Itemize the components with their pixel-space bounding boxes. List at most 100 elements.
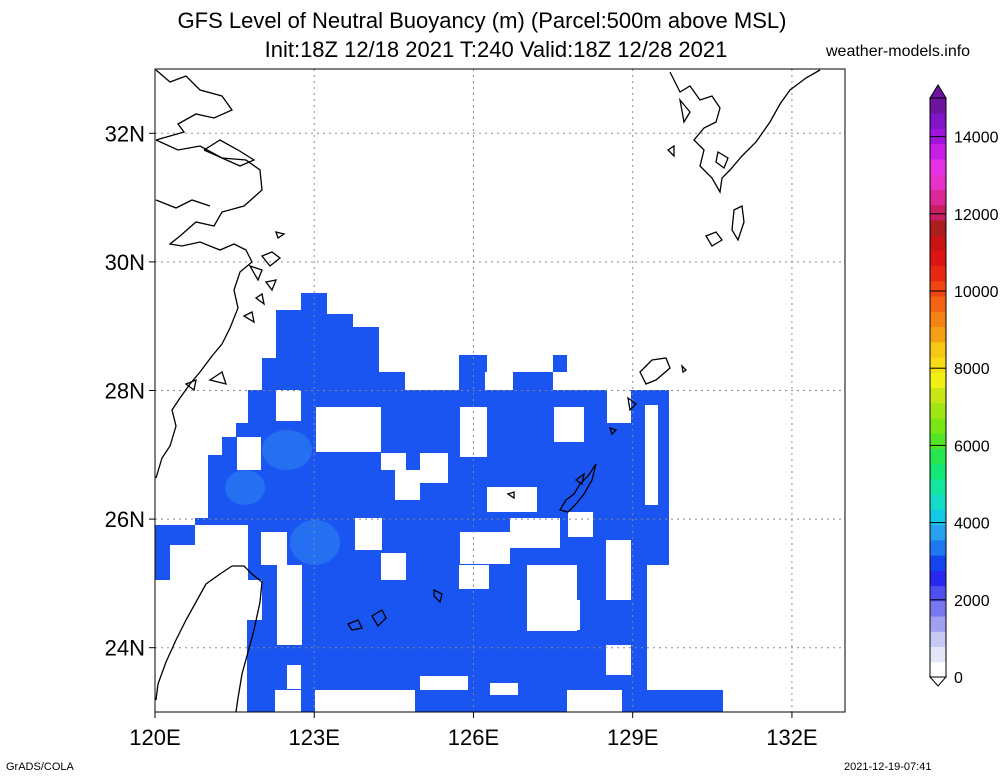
shade-gap-27 — [459, 565, 489, 589]
lat-label-30N: 30N — [105, 250, 145, 275]
shade-gap-13 — [460, 532, 510, 564]
lon-label-126E: 126E — [448, 725, 499, 750]
coast-china — [155, 69, 263, 479]
title-line-2: Init:18Z 12/18 2021 T:240 Valid:18Z 12/2… — [264, 37, 728, 62]
colorbar-segment-23 — [930, 311, 946, 328]
axis-ticks: 120E 123E 126E 129E 132E 24N 26N 28N 30N 32N — [105, 121, 818, 750]
shade-gap-4 — [395, 470, 420, 500]
colorbar-label-12000: 12000 — [954, 207, 999, 224]
shade-gap-8 — [287, 665, 301, 689]
shade-gap-14 — [510, 518, 560, 548]
colorbar-segment-37 — [930, 98, 946, 114]
colorbar-label-0: 0 — [954, 670, 963, 687]
lat-label-32N: 32N — [105, 121, 145, 146]
shade-gap-7 — [277, 565, 302, 645]
coast-amami — [608, 357, 671, 436]
coast-small-islands — [506, 364, 688, 500]
shade-gap-12 — [487, 487, 537, 512]
colorbar-segment-6 — [930, 570, 946, 587]
colorbar-segment-25 — [930, 280, 946, 297]
shade-region-2 — [553, 355, 567, 372]
colorbar-top-arrow — [929, 84, 947, 99]
shade-gap-22 — [645, 405, 658, 505]
shade-gap-24 — [420, 676, 468, 690]
colorbar-segment-27 — [930, 250, 946, 267]
colorbar-segment-31 — [930, 189, 946, 206]
colorbar-segment-19 — [930, 372, 946, 388]
colorbar-bottom-arrow — [928, 676, 948, 687]
lon-label-132E: 132E — [766, 725, 817, 750]
shade-gap-23 — [490, 683, 518, 695]
colorbar-segment-13 — [930, 463, 946, 480]
lon-label-123E: 123E — [289, 725, 340, 750]
colorbar-segment-30 — [930, 204, 946, 221]
colorbar-segment-2 — [930, 631, 946, 648]
lat-label-24N: 24N — [105, 636, 145, 661]
colorbar-segment-32 — [930, 174, 946, 190]
shade-gap-11 — [460, 407, 487, 457]
shade-gap-25 — [315, 690, 367, 712]
colorbar-segment-3 — [930, 616, 946, 632]
colorbar-segment-21 — [930, 341, 946, 358]
colorbar-segment-34 — [930, 143, 946, 160]
colorbar-segment-10 — [930, 509, 946, 526]
shade-gap-17 — [554, 407, 584, 442]
colorbar-segment-8 — [930, 539, 946, 556]
coast-yakushima — [666, 144, 745, 247]
colorbar-segment-26 — [930, 265, 946, 282]
colorbar-segment-33 — [930, 158, 946, 175]
colorbar-segment-9 — [930, 524, 946, 541]
colorbar-segment-14 — [930, 448, 946, 465]
shade-gap-0 — [276, 390, 301, 421]
footer-left: GrADS/COLA — [6, 761, 74, 773]
coast-zhoushan — [184, 231, 286, 392]
map-gridlines — [155, 69, 845, 712]
shade-light-0 — [262, 430, 312, 470]
colorbar-segment-17 — [930, 402, 946, 419]
title-line-1: GFS Level of Neutral Buoyancy (m) (Parce… — [177, 8, 787, 33]
shade-gap-10 — [381, 553, 406, 580]
colorbar: 0 2000 4000 6000 8000 10000 12000 14000 — [928, 84, 999, 687]
shade-gap-21 — [567, 690, 622, 712]
shade-gap-20 — [606, 645, 631, 675]
lon-label-129E: 129E — [607, 725, 658, 750]
shade-gap-16 — [540, 600, 580, 630]
colorbar-label-4000: 4000 — [954, 516, 990, 533]
colorbar-segment-7 — [930, 555, 946, 571]
footer-right: 2021-12-19-07:41 — [844, 761, 932, 773]
buoyancy-shading — [155, 293, 723, 712]
coast-yangtze — [155, 139, 256, 209]
shade-region-1 — [647, 690, 723, 712]
shade-gap-9 — [355, 518, 382, 550]
colorbar-segment-4 — [930, 600, 946, 617]
coastlines — [155, 69, 821, 713]
colorbar-segment-36 — [930, 113, 946, 129]
shade-gap-19 — [606, 540, 631, 600]
shade-gap-2 — [381, 453, 406, 470]
colorbar-segment-0 — [930, 661, 946, 678]
shade-gap-3 — [420, 453, 448, 483]
colorbar-segment-29 — [930, 219, 946, 236]
colorbar-segment-12 — [930, 478, 946, 495]
colorbar-segment-11 — [930, 494, 946, 510]
colorbar-segment-1 — [930, 646, 946, 663]
colorbar-label-10000: 10000 — [954, 284, 999, 301]
lat-label-28N: 28N — [105, 379, 145, 404]
shade-light-2 — [225, 470, 265, 505]
colorbar-label-2000: 2000 — [954, 593, 990, 610]
shade-gap-1 — [316, 407, 381, 452]
shade-gap-6 — [261, 532, 287, 565]
colorbar-label-14000: 14000 — [954, 130, 999, 147]
colorbar-label-8000: 8000 — [954, 361, 990, 378]
coast-kyushu — [669, 69, 821, 194]
colorbar-segment-15 — [930, 433, 946, 449]
lon-label-120E: 120E — [129, 725, 180, 750]
colorbar-segment-28 — [930, 235, 946, 251]
coast-okinawa — [558, 463, 597, 513]
coast-sakishima — [347, 588, 443, 631]
shade-gap-5 — [237, 437, 261, 470]
shade-gap-26 — [275, 690, 301, 712]
shade-gap-18 — [568, 512, 593, 537]
lat-label-26N: 26N — [105, 507, 145, 532]
